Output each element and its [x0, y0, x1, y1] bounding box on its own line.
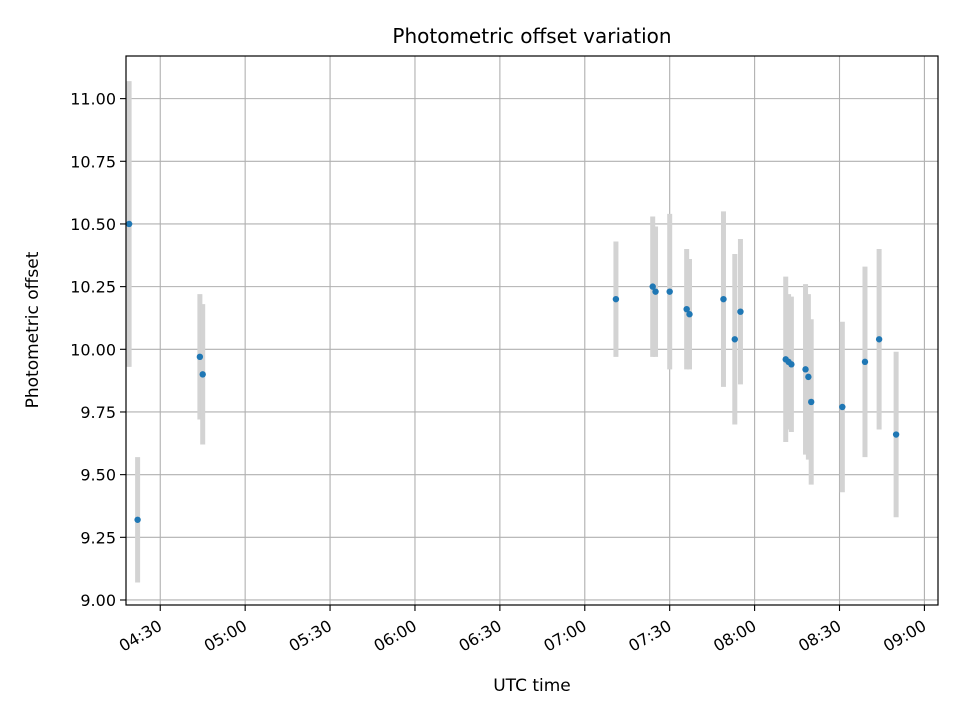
y-axis-title: Photometric offset [23, 251, 43, 408]
data-point [686, 311, 693, 318]
data-point [802, 366, 809, 373]
data-point [666, 288, 673, 295]
data-point [683, 305, 690, 313]
data-point [720, 295, 727, 303]
plot-frame [125, 55, 939, 606]
x-axis-title: UTC time [493, 676, 571, 696]
data-point [612, 295, 620, 303]
data-point [805, 373, 812, 381]
plot-area [126, 56, 938, 605]
data-point [199, 371, 206, 378]
grid [126, 56, 938, 605]
data-point [892, 431, 900, 438]
y-tick-label: 9.75 [80, 403, 116, 422]
data-point [196, 353, 204, 361]
y-tick-label: 10.25 [70, 278, 116, 297]
y-axis: 9.00 9.25 9.50 9.75 10.00 10.25 10.50 10.75 11.0… [70, 90, 126, 610]
y-tick-label: 9.00 [80, 591, 116, 610]
data-point [731, 336, 738, 343]
data-point [875, 336, 883, 343]
y-tick-label: 10.50 [70, 215, 116, 234]
chart-title: Photometric offset variation [392, 24, 671, 48]
y-tick-label: 9.25 [80, 528, 116, 547]
data-point [788, 361, 795, 368]
data-point [737, 308, 744, 315]
data-point [652, 288, 659, 295]
y-tick-label: 10.75 [70, 152, 116, 171]
data-point [649, 283, 656, 290]
data-point [808, 398, 815, 406]
y-tick-label: 11.00 [70, 90, 116, 109]
data-point [134, 516, 141, 523]
y-tick-label: 9.50 [80, 466, 116, 485]
data-points [125, 220, 900, 523]
data-point [861, 358, 869, 366]
y-tick-label: 10.00 [70, 340, 116, 359]
data-point [125, 220, 133, 228]
data-point [839, 403, 846, 411]
